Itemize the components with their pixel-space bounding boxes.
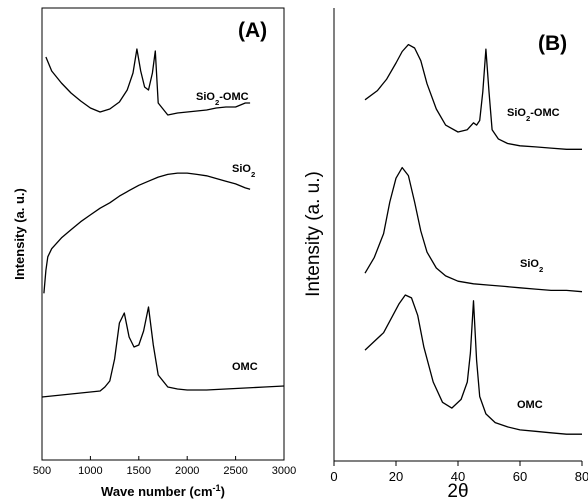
panel-b-series-line bbox=[364, 166, 583, 293]
panel-a-x-tick-label: 1500 bbox=[127, 465, 151, 477]
panel-b-x-axis-label: 2θ bbox=[447, 481, 468, 500]
panel-a-x-tick-label: 2500 bbox=[223, 465, 247, 477]
panel-b-y-axis-label: Intensity (a. u.) bbox=[303, 171, 324, 297]
panel-a: 500 1000 1500 2000 2500 3000 SiO2-OMC SiO2 OMC (A… bbox=[12, 19, 296, 499]
panel-a-series-label: SiO2-OMC bbox=[196, 91, 249, 107]
panel-a-series-label: OMC bbox=[232, 361, 258, 373]
panel-b-x-tick-label: 80 bbox=[575, 469, 588, 484]
panel-a-series-label: SiO2 bbox=[232, 163, 255, 179]
panel-b-series-label: OMC bbox=[517, 399, 543, 411]
panel-b-series-line bbox=[364, 43, 582, 150]
panel-b-x-tick-label: 60 bbox=[513, 469, 527, 484]
panel-b-x-tick-label: 20 bbox=[389, 469, 403, 484]
panel-a-frame bbox=[41, 7, 285, 461]
panel-a-x-tick-label: 500 bbox=[33, 465, 51, 477]
panel-b-x-tick-label: 0 bbox=[330, 469, 337, 484]
panel-a-y-axis-label: Intensity (a. u.) bbox=[12, 188, 27, 280]
panel-b-label: (B) bbox=[538, 32, 567, 55]
panel-b-x-tick-label: 40 bbox=[451, 469, 465, 484]
panel-a-label: (A) bbox=[238, 19, 267, 42]
panel-a-x-tick-label: 3000 bbox=[272, 465, 296, 477]
panel-a-x-tick-label: 2000 bbox=[175, 465, 199, 477]
panel-a-x-tick-label: 1000 bbox=[78, 465, 102, 477]
panel-b-series-line bbox=[364, 294, 582, 435]
panel-a-x-axis-label: Wave number (cm-1) bbox=[101, 483, 225, 499]
panel-a-series-line bbox=[43, 172, 251, 294]
panel-b-series-label: SiO2-OMC bbox=[507, 107, 560, 123]
panel-b-series-label: SiO2 bbox=[520, 258, 543, 274]
panel-b: 0 20 40 60 80 SiO2-OMC SiO2 OMC (B) 2θ Intensity (… bbox=[303, 32, 588, 500]
panel-a-series-line bbox=[45, 48, 251, 116]
panel-a-series-line bbox=[41, 306, 285, 398]
